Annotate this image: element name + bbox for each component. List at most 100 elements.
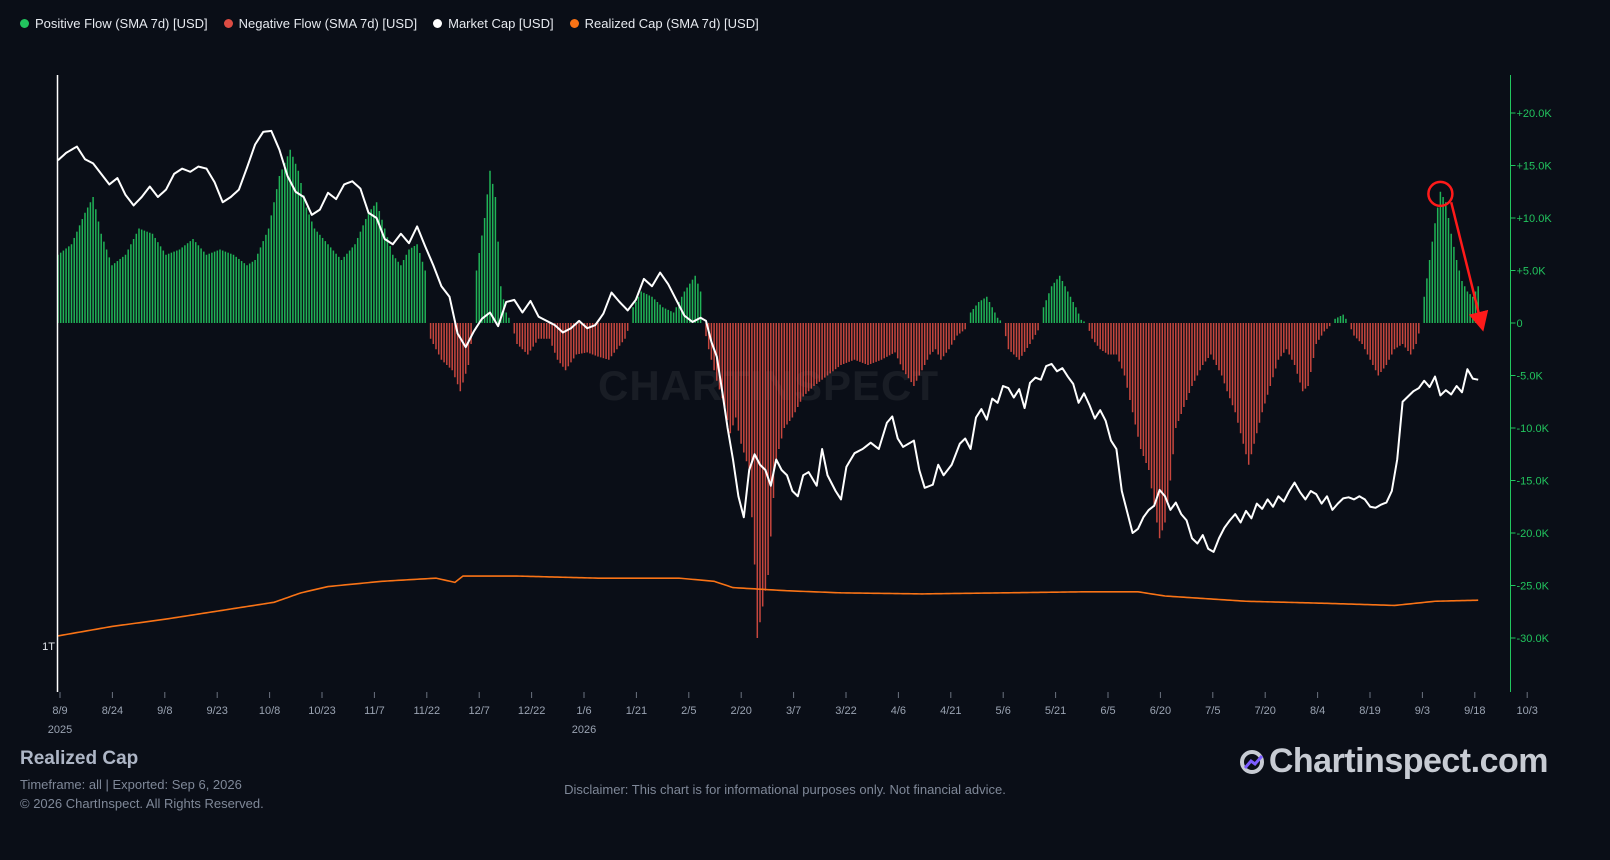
negative-flow-bar [875, 323, 877, 362]
negative-flow-bar [1018, 323, 1020, 360]
negative-flow-bar [1247, 323, 1250, 465]
positive-flow-bar [167, 253, 170, 323]
x-axis-tick-label: 9/23 [206, 705, 227, 717]
negative-flow-bar [1037, 323, 1039, 331]
negative-flow-bar [1366, 323, 1369, 355]
positive-flow-bar [1077, 313, 1080, 323]
x-axis-tick-label: 3/22 [835, 705, 856, 717]
negative-flow-bar [1415, 323, 1417, 344]
negative-flow-bar [1274, 323, 1277, 369]
negative-flow-bar [1301, 323, 1304, 392]
negative-flow-bar [1088, 323, 1091, 331]
x-axis-tick-label: 3/7 [786, 705, 801, 717]
brand-logo[interactable]: Chartinspect.com [1239, 742, 1549, 781]
brand-logo-icon [1239, 749, 1264, 774]
footer-title: Realized Cap [20, 748, 139, 769]
positive-flow-bar [103, 241, 105, 324]
negative-flow-bar [1104, 323, 1107, 353]
negative-flow-bar [1393, 323, 1396, 350]
positive-flow-bar [289, 149, 291, 323]
negative-flow-bar [775, 323, 777, 460]
negative-flow-bar [1418, 323, 1420, 334]
negative-flow-bar [1269, 323, 1272, 386]
positive-flow-bar [494, 197, 497, 323]
x-axis-tick-label: 9/3 [1415, 705, 1430, 717]
chart-plot[interactable]: 1T +20.0K +15.0K +10.0K +5.0K 0 -5.0K -10.0K -15… [0, 0, 1610, 740]
negative-flow-bar [1180, 323, 1182, 414]
negative-flow-bar [470, 323, 472, 344]
positive-flow-bar [1045, 300, 1047, 323]
positive-flow-bar [329, 247, 332, 323]
legend-item-negative-flow[interactable]: Negative Flow (SMA 7d) [USD] [223, 16, 417, 31]
footer-copyright: © 2026 ChartInspect. All Rights Reserved… [20, 796, 264, 811]
positive-flow-bar [68, 246, 70, 323]
positive-flow-bar [165, 254, 167, 323]
negative-flow-bar [1164, 323, 1166, 523]
positive-flow-bar [105, 249, 108, 323]
negative-flow-bar [829, 323, 831, 374]
negative-flow-bar [1156, 323, 1158, 523]
positive-flow-bar [316, 231, 318, 323]
legend-dot-positive-flow [20, 19, 29, 28]
negative-flow-bar [905, 323, 907, 375]
positive-flow-bar [635, 302, 637, 323]
positive-flow-bar [238, 258, 240, 323]
negative-flow-bar [545, 323, 548, 339]
negative-flow-bar [891, 323, 894, 354]
negative-flow-bar [578, 323, 580, 354]
positive-flow-bar [996, 317, 999, 323]
negative-flow-bar [1231, 323, 1234, 406]
positive-flow-bar [213, 251, 216, 323]
legend-item-positive-flow[interactable]: Positive Flow (SMA 7d) [USD] [20, 16, 208, 31]
positive-flow-bar [672, 312, 675, 323]
negative-flow-bar [1272, 323, 1274, 378]
positive-flow-bar [678, 302, 680, 323]
negative-flow-bar [1280, 323, 1282, 357]
negative-flow-bar [626, 323, 629, 331]
positive-flow-bar [189, 241, 192, 323]
negative-flow-bar [718, 323, 721, 390]
negative-flow-bar [1185, 323, 1188, 400]
positive-flow-bar [645, 294, 648, 324]
brand-logo-text: Chartinspect.com [1268, 742, 1549, 780]
positive-flow-bar [1064, 286, 1066, 323]
positive-flow-bar [1339, 316, 1342, 323]
negative-flow-bar [918, 323, 921, 376]
negative-flow-bar [1175, 323, 1177, 428]
positive-flow-bar [416, 244, 418, 323]
positive-flow-bar [265, 234, 267, 323]
negative-flow-bar [1215, 323, 1218, 365]
positive-flow-bar [410, 247, 413, 323]
positive-flow-bar [486, 194, 489, 324]
negative-flow-bar [446, 323, 448, 365]
positive-flow-bar [651, 296, 653, 323]
legend-item-market-cap[interactable]: Market Cap [USD] [433, 16, 554, 31]
negative-flow-bar [1094, 323, 1096, 343]
negative-flow-bar [1239, 323, 1242, 434]
x-axis-tick-label: 2/20 [730, 705, 751, 717]
positive-flow-bar [216, 250, 219, 323]
positive-flow-bar [154, 237, 156, 323]
negative-flow-bar [859, 323, 861, 362]
negative-flow-bar [1358, 323, 1361, 342]
legend-item-realized-cap[interactable]: Realized Cap (SMA 7d) [USD] [569, 16, 759, 31]
right-axis-tick-label: -20.0K [1517, 528, 1550, 540]
x-axis-tick-label: 7/5 [1205, 705, 1220, 717]
negative-flow-bar [799, 323, 802, 402]
negative-flow-bar [1364, 323, 1366, 350]
realized-cap-line [57, 575, 1479, 637]
x-axis-tick-label: 10/23 [308, 705, 336, 717]
positive-flow-bar [1436, 207, 1439, 323]
positive-flow-bar [284, 162, 286, 324]
positive-flow-bar [143, 230, 146, 323]
negative-flow-bar [448, 323, 451, 368]
legend-label-realized-cap: Realized Cap (SMA 7d) [USD] [584, 16, 759, 31]
positive-flow-bar [327, 244, 329, 323]
negative-flow-bar [513, 323, 516, 334]
positive-flow-bar [186, 243, 189, 323]
positive-flow-bar [699, 291, 702, 323]
negative-flow-bar [1245, 323, 1247, 455]
negative-flow-bar [867, 323, 869, 365]
positive-flow-bar [408, 249, 410, 323]
negative-flow-bar [548, 323, 551, 339]
